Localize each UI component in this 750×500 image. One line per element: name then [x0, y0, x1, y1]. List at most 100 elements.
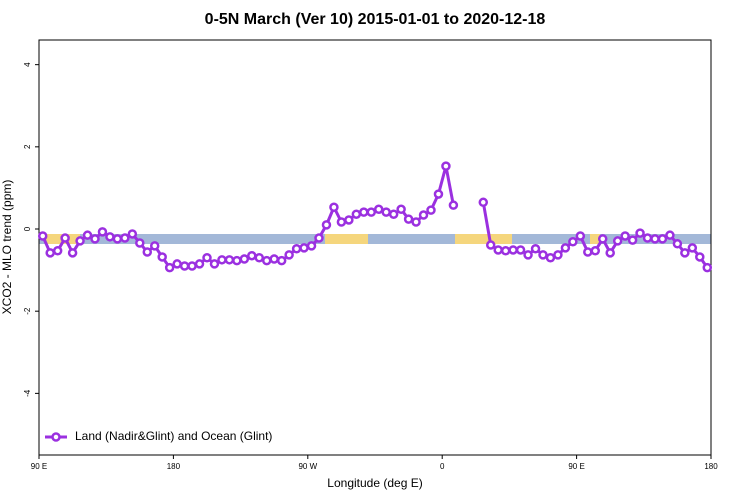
- data-point: [217, 255, 227, 265]
- data-point: [164, 262, 175, 273]
- data-point: [60, 233, 70, 243]
- x-tick-label: 180: [167, 462, 181, 471]
- data-point: [127, 229, 138, 239]
- data-point: [612, 236, 623, 246]
- data-point: [381, 207, 391, 217]
- data-point: [426, 205, 436, 215]
- data-point: [650, 234, 660, 244]
- legend-label: Land (Nadir&Glint) and Ocean (Glint): [75, 429, 272, 443]
- data-point: [657, 234, 668, 244]
- data-point: [508, 245, 518, 255]
- data-point: [291, 243, 302, 254]
- x-tick-label: 180: [704, 462, 718, 471]
- data-point: [269, 254, 279, 264]
- data-point: [538, 250, 548, 260]
- data-point: [627, 235, 638, 245]
- x-axis-label: Longitude (deg E): [327, 476, 422, 490]
- data-point: [568, 236, 578, 247]
- data-point: [545, 253, 556, 263]
- data-point: [672, 239, 683, 249]
- data-point: [82, 230, 93, 240]
- data-point: [485, 240, 496, 250]
- data-point: [553, 250, 563, 260]
- x-tick-label: 90 E: [31, 462, 47, 471]
- y-tick-label: 0: [23, 226, 32, 231]
- data-point: [52, 246, 63, 256]
- y-axis-label: XCO2 - MLO trend (ppm): [0, 180, 14, 315]
- data-point: [284, 250, 294, 260]
- x-tick-label: 90 E: [568, 462, 584, 471]
- data-point: [149, 241, 160, 251]
- data-point: [590, 246, 601, 256]
- data-point: [388, 209, 399, 219]
- data-point: [680, 248, 690, 258]
- y-tick-label: 4: [23, 62, 32, 67]
- data-point: [583, 247, 593, 257]
- data-point: [523, 250, 533, 260]
- data-point: [37, 231, 48, 241]
- data-point: [359, 207, 369, 217]
- data-point: [344, 215, 354, 225]
- data-point: [493, 245, 503, 255]
- data-point: [299, 243, 309, 253]
- data-point: [120, 233, 130, 243]
- data-point: [530, 243, 541, 254]
- data-point: [75, 236, 85, 246]
- data-point: [605, 248, 615, 258]
- data-point: [665, 230, 675, 240]
- data-point: [515, 245, 526, 255]
- data-point: [142, 247, 153, 257]
- data-point: [702, 262, 713, 273]
- data-point: [403, 214, 414, 224]
- data-point: [247, 250, 257, 261]
- data-point: [418, 210, 429, 220]
- x-tick-label: 90 W: [298, 462, 317, 471]
- data-point: [411, 217, 421, 227]
- data-point: [441, 161, 451, 171]
- data-point: [209, 259, 220, 269]
- data-point: [45, 248, 55, 258]
- ocean-strip: [39, 234, 711, 244]
- data-point: [597, 234, 608, 244]
- x-tick-label: 0: [440, 462, 445, 471]
- data-point: [90, 234, 100, 244]
- data-point: [575, 231, 586, 241]
- land-strip: [455, 234, 512, 244]
- data-point: [433, 189, 444, 199]
- y-tick-label: 2: [23, 144, 32, 149]
- data-point: [112, 234, 123, 244]
- data-point: [620, 231, 630, 241]
- land-strip: [325, 234, 368, 244]
- data-point: [179, 261, 190, 271]
- data-point: [478, 197, 489, 208]
- data-point: [172, 259, 182, 269]
- data-point: [157, 252, 167, 262]
- data-point: [329, 202, 339, 212]
- data-point: [321, 220, 332, 230]
- data-point: [97, 227, 108, 237]
- data-point: [224, 255, 235, 265]
- data-point: [560, 243, 571, 253]
- data-point: [67, 248, 78, 258]
- data-point: [276, 255, 287, 266]
- data-point: [396, 204, 406, 215]
- data-point: [135, 238, 145, 248]
- data-point: [194, 259, 205, 269]
- legend-marker: [51, 432, 61, 442]
- chart-title: 0-5N March (Ver 10) 2015-01-01 to 2020-1…: [205, 11, 546, 28]
- data-point: [239, 254, 250, 264]
- land-strip: [590, 234, 600, 244]
- data-point: [373, 204, 384, 215]
- data-point: [695, 252, 705, 262]
- data-point: [366, 207, 377, 217]
- data-point: [448, 200, 459, 210]
- data-point: [261, 255, 272, 266]
- data-point: [306, 241, 317, 251]
- data-point: [351, 209, 362, 219]
- data-point: [105, 232, 115, 242]
- data-point: [202, 253, 212, 263]
- data-point: [687, 243, 698, 253]
- data-point: [232, 255, 242, 266]
- data-point: [254, 253, 265, 263]
